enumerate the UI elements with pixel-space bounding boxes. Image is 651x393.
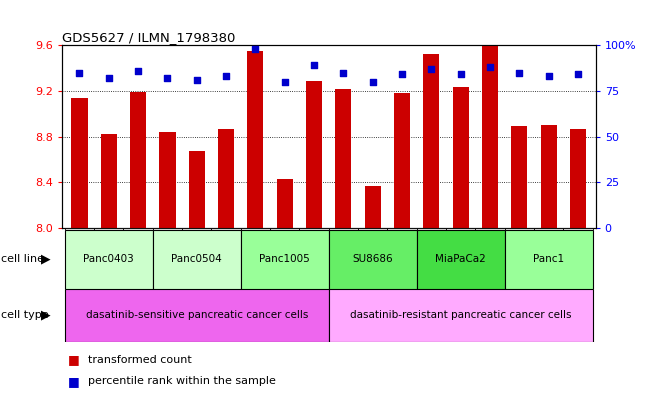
Bar xyxy=(130,92,146,228)
Bar xyxy=(212,228,241,230)
Bar xyxy=(394,93,410,228)
Bar xyxy=(446,228,475,230)
Text: Panc0403: Panc0403 xyxy=(83,254,134,264)
Bar xyxy=(452,88,469,228)
Text: ▶: ▶ xyxy=(41,309,50,322)
Bar xyxy=(218,129,234,228)
Text: dasatinib-resistant pancreatic cancer cells: dasatinib-resistant pancreatic cancer ce… xyxy=(350,310,572,320)
Bar xyxy=(153,228,182,230)
Bar xyxy=(241,230,329,289)
Point xyxy=(339,70,349,76)
Text: cell line: cell line xyxy=(1,254,44,264)
Text: GDS5627 / ILMN_1798380: GDS5627 / ILMN_1798380 xyxy=(62,31,235,44)
Point xyxy=(514,70,525,76)
Point xyxy=(397,71,408,77)
Point xyxy=(279,79,290,85)
Text: ■: ■ xyxy=(68,353,80,366)
Bar xyxy=(423,54,439,228)
Point xyxy=(485,64,495,70)
Bar xyxy=(306,81,322,228)
Bar xyxy=(541,125,557,228)
Bar xyxy=(182,228,212,230)
Bar xyxy=(475,228,505,230)
Bar xyxy=(563,228,592,230)
Bar xyxy=(153,230,241,289)
Point xyxy=(162,75,173,81)
Point xyxy=(221,73,231,79)
Text: percentile rank within the sample: percentile rank within the sample xyxy=(88,376,276,386)
Bar xyxy=(358,228,387,230)
Bar xyxy=(534,228,563,230)
Text: Panc0504: Panc0504 xyxy=(171,254,222,264)
Bar xyxy=(505,230,592,289)
Text: Panc1: Panc1 xyxy=(533,254,564,264)
Point xyxy=(133,68,143,74)
Bar xyxy=(417,228,446,230)
Text: SU8686: SU8686 xyxy=(352,254,393,264)
Point xyxy=(573,71,583,77)
Bar xyxy=(72,98,87,228)
Bar xyxy=(482,45,498,228)
Point xyxy=(426,66,437,72)
Point xyxy=(191,77,202,83)
Point xyxy=(250,46,260,52)
Point xyxy=(544,73,554,79)
Text: ■: ■ xyxy=(68,375,80,388)
Text: MiaPaCa2: MiaPaCa2 xyxy=(436,254,486,264)
Bar xyxy=(329,230,417,289)
Text: Panc1005: Panc1005 xyxy=(259,254,310,264)
Point xyxy=(456,71,466,77)
Point xyxy=(74,70,85,76)
Bar xyxy=(94,228,124,230)
Bar xyxy=(124,228,153,230)
Bar xyxy=(505,228,534,230)
Bar xyxy=(270,228,299,230)
Point xyxy=(309,62,319,68)
Bar xyxy=(570,129,586,228)
Text: ▶: ▶ xyxy=(41,253,50,266)
Point xyxy=(104,75,114,81)
Text: dasatinib-sensitive pancreatic cancer cells: dasatinib-sensitive pancreatic cancer ce… xyxy=(85,310,308,320)
Bar xyxy=(335,88,352,228)
Bar xyxy=(241,228,270,230)
Bar xyxy=(65,230,153,289)
Bar xyxy=(417,230,505,289)
Point xyxy=(368,79,378,85)
Bar xyxy=(511,126,527,228)
Bar xyxy=(65,228,94,230)
Bar xyxy=(299,228,329,230)
Bar xyxy=(387,228,417,230)
Bar xyxy=(329,289,592,342)
Text: transformed count: transformed count xyxy=(88,354,191,365)
Bar xyxy=(101,134,117,228)
Bar xyxy=(329,228,358,230)
Bar xyxy=(159,132,176,228)
Bar xyxy=(277,179,293,228)
Bar xyxy=(247,51,264,228)
Bar xyxy=(189,151,205,228)
Text: cell type: cell type xyxy=(1,310,48,320)
Bar xyxy=(365,185,381,228)
Bar xyxy=(65,289,329,342)
